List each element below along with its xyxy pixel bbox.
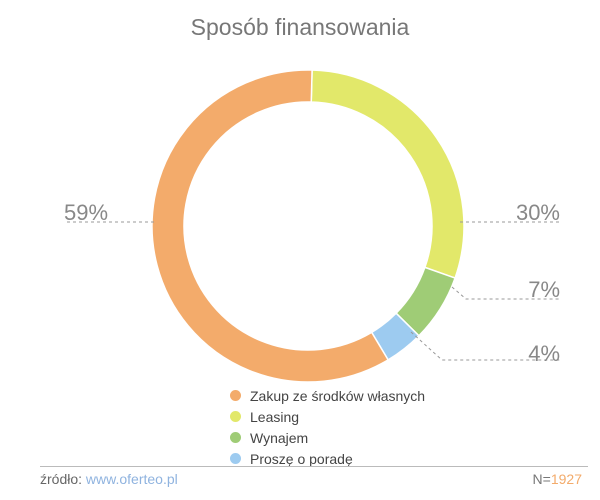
legend-swatch-advice bbox=[230, 453, 241, 464]
data-label-wynajem: 7% bbox=[528, 277, 560, 302]
leader-line-prosze-o-porade bbox=[410, 331, 560, 361]
legend-swatch-own-funds bbox=[230, 390, 241, 401]
donut-slice-zakup-ze-srodkow-w-asnych bbox=[151, 69, 390, 383]
sample-size-value: 1927 bbox=[550, 471, 582, 487]
donut-slice-leasing bbox=[310, 69, 465, 280]
sample-size: N=1927 bbox=[533, 471, 582, 487]
legend-swatch-rental bbox=[230, 432, 241, 443]
legend-label-advice: Proszę o poradę bbox=[250, 450, 353, 467]
data-label-zakup-ze-srodkow-w-asnych: 59% bbox=[64, 200, 108, 225]
legend-label-leasing: Leasing bbox=[250, 408, 300, 425]
source-label: źródło: bbox=[40, 471, 83, 487]
legend-item-leasing: Leasing bbox=[230, 406, 425, 427]
chart-legend: Zakup ze środków własnych Leasing Wynaje… bbox=[230, 385, 425, 469]
legend-label-rental: Wynajem bbox=[250, 429, 309, 446]
legend-item-rental: Wynajem bbox=[230, 427, 425, 448]
source-note: źródło: www.oferteo.pl bbox=[40, 471, 178, 487]
legend-item-advice: Proszę o poradę bbox=[230, 448, 425, 469]
source-link[interactable]: www.oferteo.pl bbox=[85, 471, 178, 487]
data-label-prosze-o-porade: 4% bbox=[528, 341, 560, 366]
legend-item-own-funds: Zakup ze środków własnych bbox=[230, 385, 425, 406]
leader-line-wynajem bbox=[451, 286, 560, 300]
footer-divider bbox=[40, 466, 588, 467]
data-label-leasing: 30% bbox=[516, 200, 560, 225]
legend-label-own-funds: Zakup ze środków własnych bbox=[250, 387, 426, 404]
sample-size-label: N= bbox=[532, 471, 551, 487]
chart-title: Sposób finansowania bbox=[190, 14, 410, 40]
legend-swatch-leasing bbox=[230, 411, 241, 422]
